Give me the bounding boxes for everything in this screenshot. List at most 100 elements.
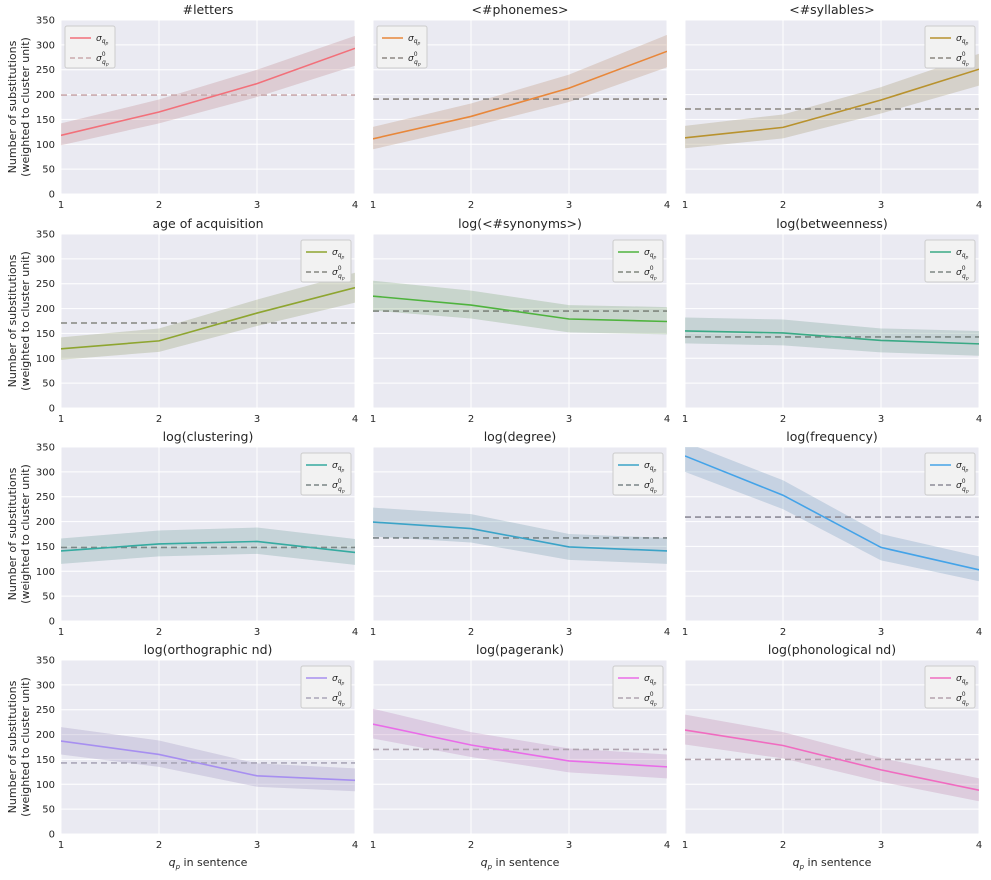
- x-axis-label-rest: in sentence: [804, 856, 872, 869]
- panel-marks: [373, 34, 667, 150]
- y-tick-label: 50: [42, 379, 55, 390]
- confidence-band-shade: [373, 708, 667, 779]
- x-tick-label: 1: [682, 840, 688, 851]
- legend-box: [300, 452, 352, 496]
- legend-baseline-label: σ0 qp: [956, 691, 969, 708]
- legend-sigma: σ: [956, 674, 962, 684]
- x-tick-label: 4: [976, 840, 982, 851]
- legend-sub: q: [650, 465, 654, 472]
- y-tick-label: 0: [49, 404, 55, 415]
- y-tick-label: 350: [36, 656, 55, 667]
- x-tick-label: 2: [468, 200, 474, 211]
- legend-subsub: p: [653, 490, 657, 495]
- x-tick-label: 4: [664, 627, 670, 638]
- x-tick-label: 2: [156, 414, 162, 425]
- legend-sigma: σ: [644, 461, 650, 471]
- y-tick-label: 350: [36, 443, 55, 454]
- x-tick-label: 2: [156, 840, 162, 851]
- panel-marks: [685, 317, 979, 356]
- x-tick-label: 1: [682, 414, 688, 425]
- legend-baseline-label: σ0 qp: [956, 478, 969, 495]
- legend-sub: q: [414, 38, 418, 45]
- series-line: [373, 295, 667, 323]
- legend-baseline-label: σ0 qp: [956, 265, 969, 282]
- legend-sub: q: [102, 38, 106, 45]
- legend-subsub: p: [965, 703, 969, 708]
- legend-box: [300, 239, 352, 283]
- y-tick-label: 100: [36, 780, 55, 791]
- legend-series-label: σqp: [332, 248, 345, 261]
- legend-sup: 0: [650, 265, 654, 272]
- y-tick-label: 150: [36, 542, 55, 553]
- legend-box: [924, 665, 976, 709]
- x-tick-label: 3: [254, 840, 260, 851]
- panel-marks: [61, 272, 355, 360]
- legend-sigma: σ: [332, 481, 338, 491]
- legend-sub: q: [338, 465, 342, 472]
- legend-sub: q: [414, 59, 418, 66]
- legend-sigma: σ: [644, 674, 650, 684]
- y-axis-label: Number of substitutions(weighted to clus…: [6, 464, 32, 604]
- legend-box: [924, 239, 976, 283]
- legend-sigma: σ: [956, 34, 962, 44]
- x-tick-label: 1: [682, 627, 688, 638]
- legend-subsub: p: [653, 256, 657, 261]
- confidence-band-shade: [373, 280, 667, 335]
- legend-sub: q: [338, 252, 342, 259]
- confidence-band: [373, 708, 667, 779]
- y-tick-label: 0: [49, 617, 55, 628]
- y-tick-label: 100: [36, 354, 55, 365]
- series-line: [373, 521, 667, 552]
- legend-sigma: σ: [956, 461, 962, 471]
- legend-sub: q: [102, 59, 106, 66]
- y-tick-label: 200: [36, 90, 55, 101]
- legend-subsub: p: [965, 277, 969, 282]
- x-axis-label-var: q: [793, 856, 800, 869]
- legend-subsub: p: [417, 63, 421, 68]
- series-line: [61, 740, 355, 782]
- legend-box: [924, 452, 976, 496]
- series-line: [61, 47, 355, 137]
- series-line: [685, 729, 979, 792]
- x-tick-label: 3: [566, 414, 572, 425]
- x-tick-label: 1: [58, 840, 64, 851]
- panel-title: log(orthographic nd): [144, 642, 273, 657]
- y-tick-label: 250: [36, 492, 55, 503]
- legend-baseline-label: σ0 qp: [644, 265, 657, 282]
- legend-sub: q: [650, 678, 654, 685]
- confidence-band-shade: [685, 447, 979, 582]
- x-tick-label: 1: [370, 200, 376, 211]
- y-tick-label: 150: [36, 115, 55, 126]
- x-tick-label: 3: [566, 627, 572, 638]
- panel-marks: [373, 280, 667, 335]
- legend-sup: 0: [650, 478, 654, 485]
- legend-box: [612, 452, 664, 496]
- legend-sup: 0: [962, 691, 966, 698]
- x-tick-label: 2: [468, 627, 474, 638]
- panel-marks: [373, 708, 667, 779]
- x-axis-label-sub: p: [175, 863, 181, 871]
- legend-sup: 0: [338, 478, 342, 485]
- x-tick-label: 3: [878, 200, 884, 211]
- legend-sigma: σ: [408, 34, 414, 44]
- legend-sup: 0: [338, 691, 342, 698]
- x-axis-label-rest: in sentence: [180, 856, 248, 869]
- legend-series-label: σqp: [956, 674, 969, 687]
- y-tick-label: 350: [36, 16, 55, 27]
- legend-sup: 0: [650, 691, 654, 698]
- panel-marks: [61, 727, 355, 792]
- legend-sub: q: [962, 252, 966, 259]
- y-tick-label: 50: [42, 805, 55, 816]
- legend-subsub: p: [341, 703, 345, 708]
- legend-subsub: p: [341, 277, 345, 282]
- x-tick-label: 3: [254, 414, 260, 425]
- panel-marks: [685, 53, 979, 149]
- panel-marks: [61, 527, 355, 565]
- legend-subsub: p: [653, 703, 657, 708]
- x-tick-label: 3: [566, 840, 572, 851]
